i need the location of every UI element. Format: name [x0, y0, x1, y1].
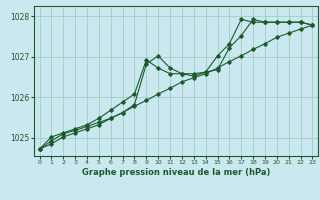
X-axis label: Graphe pression niveau de la mer (hPa): Graphe pression niveau de la mer (hPa): [82, 168, 270, 177]
